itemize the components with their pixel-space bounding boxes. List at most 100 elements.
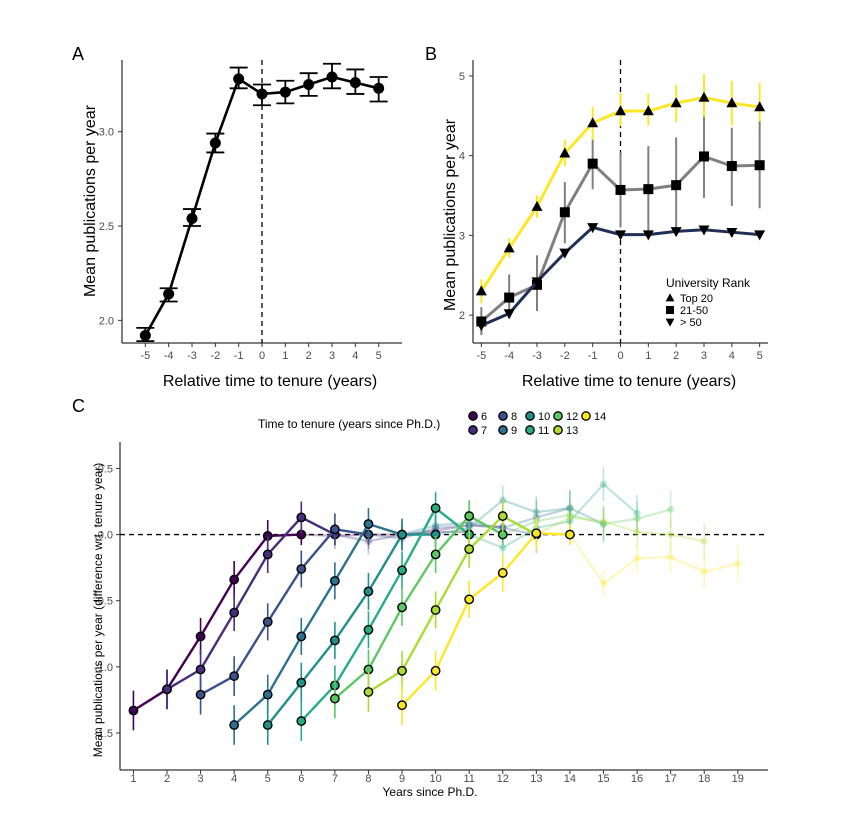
data-point	[642, 230, 654, 241]
panel-c-x-tick-label: 12	[497, 773, 509, 785]
panel-b-x-tick-label: 5	[757, 350, 763, 362]
legend-label: 10	[538, 411, 550, 423]
data-point	[700, 568, 708, 576]
legend-key-11	[525, 425, 535, 435]
data-point	[195, 664, 206, 675]
panel-c-y-axis-title: Mean publications per year (difference w…	[91, 463, 105, 758]
data-point	[566, 504, 574, 512]
panel-c-x-tick-label: 13	[530, 773, 542, 785]
panel-b-y-tick-label: 5	[459, 71, 465, 83]
data-point	[475, 321, 487, 332]
data-point	[599, 517, 608, 525]
data-point	[162, 684, 172, 695]
data-point	[587, 158, 598, 169]
data-point	[363, 687, 374, 697]
data-point	[599, 480, 608, 488]
data-point	[139, 329, 151, 341]
data-point	[233, 73, 245, 85]
data-point	[229, 671, 240, 681]
legend-key-2150	[666, 306, 674, 314]
panel-a-marks: -5 -4 -3 -2 -1 0 1 2 3 4 5 2.0 2.5 3.0	[99, 60, 388, 362]
series-line	[334, 514, 504, 700]
panel-c-label: C	[72, 396, 85, 416]
panel-c-x-tick-label: 15	[597, 773, 609, 785]
data-point	[262, 720, 273, 730]
panel-c-x-tick-label: 9	[399, 773, 405, 785]
panel-a-x-tick-label: -1	[234, 350, 244, 362]
legend-label: 14	[594, 411, 606, 423]
series-tail-line	[568, 533, 739, 586]
legend-key-7	[468, 425, 478, 435]
data-point	[633, 515, 641, 523]
legend-key-8	[498, 411, 508, 421]
legend-key-top20	[665, 293, 675, 302]
legend-label: 12	[566, 411, 578, 423]
data-point	[531, 200, 543, 211]
panel-b-label: B	[425, 44, 437, 64]
data-point	[128, 705, 139, 716]
panel-a-y-axis-title: Mean publications per year	[82, 104, 99, 297]
data-point	[698, 225, 710, 236]
data-point	[698, 91, 710, 102]
data-point	[303, 79, 315, 91]
legend-label: 13	[566, 425, 578, 437]
panel-a-x-tick-label: 3	[329, 350, 335, 362]
data-point	[587, 117, 599, 128]
data-point	[475, 285, 487, 296]
legend-key-50	[665, 318, 675, 327]
data-point	[430, 549, 441, 560]
data-point	[256, 88, 268, 100]
data-point	[329, 693, 340, 704]
data-point	[229, 720, 240, 730]
data-point	[262, 689, 273, 700]
panel-c-legend-title: Time to tenure (years since Ph.D.)	[258, 417, 440, 431]
data-point	[195, 631, 206, 642]
data-point	[504, 292, 515, 303]
data-point	[566, 511, 574, 519]
panel-a-x-tick-label: 4	[352, 350, 358, 362]
legend-label: 8	[511, 411, 517, 423]
panel-b-x-tick-label: 4	[729, 350, 735, 362]
data-point	[633, 528, 641, 536]
panel-c-x-tick-label: 14	[564, 773, 576, 785]
panel-c-x-tick-label: 17	[665, 773, 677, 785]
panel-c-x-tick-label: 3	[198, 773, 204, 785]
series-tail-line	[334, 524, 503, 543]
data-point	[615, 105, 626, 116]
data-point	[349, 77, 361, 89]
panel-c-x-tick-label: 2	[164, 773, 170, 785]
panel-c-x-tick-label: 4	[231, 773, 237, 785]
panel-b-x-tick-label: 2	[673, 350, 679, 362]
series-tail-line	[368, 524, 537, 540]
data-point	[279, 86, 291, 98]
data-point	[565, 529, 575, 540]
legend-label: 7	[481, 425, 487, 437]
panel-b-x-tick-label: -1	[588, 350, 598, 362]
legend-key-12	[553, 411, 563, 421]
data-point	[163, 288, 175, 300]
data-point	[734, 560, 742, 568]
data-point	[726, 227, 738, 238]
data-point	[670, 97, 682, 108]
legend-label: 11	[538, 425, 549, 437]
panel-b-y-tick-label: 3	[459, 230, 465, 242]
data-point	[397, 665, 407, 676]
panel-a-x-tick-label: -5	[140, 350, 150, 362]
panel-c-x-tick-label: 8	[365, 773, 371, 785]
data-point	[499, 544, 507, 552]
panel-c-x-tick-label: 6	[298, 773, 304, 785]
legend-label: 6	[481, 411, 487, 423]
panel-c-y-tick-label: -1.5	[94, 728, 113, 740]
panel-a-y-tick-label: 3.0	[99, 127, 114, 139]
panel-a-y-tick-label: 2.0	[99, 315, 114, 327]
panel-c-legend: Time to tenure (years since Ph.D.) 6 7 8 9 1…	[258, 411, 606, 437]
legend-label: 9	[511, 425, 517, 437]
data-point	[700, 537, 708, 545]
data-point	[329, 575, 340, 586]
data-point	[373, 82, 385, 94]
series-line	[266, 533, 436, 726]
panel-c-x-tick-label: 7	[332, 773, 338, 785]
data-point	[633, 509, 641, 518]
panel-c-x-tick-label: 1	[130, 773, 136, 785]
panel-c-x-tick-label: 5	[265, 773, 271, 785]
